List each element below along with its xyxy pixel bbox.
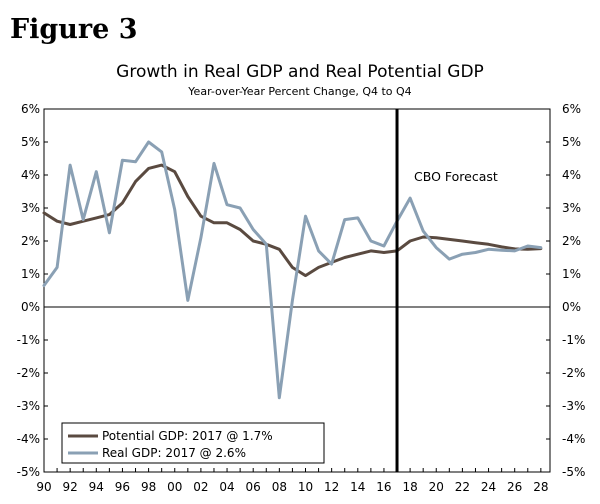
x-tick-label: 10 xyxy=(298,480,313,494)
x-tick-label: 98 xyxy=(141,480,156,494)
legend-label-potential-gdp: Potential GDP: 2017 @ 1.7% xyxy=(102,429,273,443)
x-tick-label: 00 xyxy=(167,480,182,494)
x-tick-label: 14 xyxy=(350,480,365,494)
x-tick-label: 96 xyxy=(115,480,130,494)
y-tick-label-left: -4% xyxy=(17,432,40,446)
y-tick-label-left: 5% xyxy=(21,135,40,149)
y-tick-label-right: 1% xyxy=(562,267,581,281)
y-tick-label-right: 3% xyxy=(562,201,581,215)
x-tick-label: 24 xyxy=(481,480,496,494)
y-tick-label-right: 0% xyxy=(562,300,581,314)
forecast-annotation: CBO Forecast xyxy=(414,169,498,184)
x-tick-label: 04 xyxy=(219,480,234,494)
y-tick-label-left: -1% xyxy=(17,333,40,347)
figure-label: Figure 3 xyxy=(10,14,138,45)
plot-area-frame xyxy=(43,108,551,473)
y-tick-label-left: 2% xyxy=(21,234,40,248)
y-tick-label-left: 0% xyxy=(21,300,40,314)
y-tick-label-right: -5% xyxy=(562,465,585,479)
y-tick-label-right: -1% xyxy=(562,333,585,347)
x-tick-label: 28 xyxy=(533,480,548,494)
legend-label-real-gdp: Real GDP: 2017 @ 2.6% xyxy=(102,446,246,460)
legend: Potential GDP: 2017 @ 1.7% Real GDP: 201… xyxy=(61,422,325,464)
x-tick-label: 18 xyxy=(402,480,417,494)
y-tick-label-left: -5% xyxy=(17,465,40,479)
y-tick-label-left: 6% xyxy=(21,102,40,116)
x-tick-label: 06 xyxy=(246,480,261,494)
chart-title: Growth in Real GDP and Real Potential GD… xyxy=(116,62,484,82)
series-line-potential-gdp xyxy=(42,163,543,278)
y-tick-label-right: -3% xyxy=(562,399,585,413)
x-tick-label: 20 xyxy=(429,480,444,494)
x-tick-label: 08 xyxy=(272,480,287,494)
y-tick-label-right: 4% xyxy=(562,168,581,182)
y-tick-label-right: -2% xyxy=(562,366,585,380)
y-tick-label-left: 1% xyxy=(21,267,40,281)
y-tick-label-left: -3% xyxy=(17,399,40,413)
y-tick-label-left: -2% xyxy=(17,366,40,380)
series-line-real-gdp xyxy=(42,140,543,400)
x-tick-label: 92 xyxy=(63,480,78,494)
series-lines xyxy=(42,140,543,400)
x-tick-label: 16 xyxy=(376,480,391,494)
x-tick-label: 12 xyxy=(324,480,339,494)
legend-box xyxy=(61,422,325,464)
y-tick-label-right: -4% xyxy=(562,432,585,446)
y-tick-label-right: 5% xyxy=(562,135,581,149)
x-tick-label: 90 xyxy=(36,480,51,494)
chart-subtitle: Year-over-Year Percent Change, Q4 to Q4 xyxy=(188,85,412,98)
x-tick-label: 22 xyxy=(455,480,470,494)
y-tick-label-right: 6% xyxy=(562,102,581,116)
y-tick-label-left: 3% xyxy=(21,201,40,215)
y-tick-label-right: 2% xyxy=(562,234,581,248)
x-tick-label: 94 xyxy=(89,480,104,494)
x-tick-label: 02 xyxy=(193,480,208,494)
y-tick-label-left: 4% xyxy=(21,168,40,182)
x-tick-label: 26 xyxy=(507,480,522,494)
axis-ticks: -5% -5% -4% -4% -3% -3% -2% -2% -1% -1% 0% 0% 1% 1% 2%… xyxy=(17,102,586,494)
